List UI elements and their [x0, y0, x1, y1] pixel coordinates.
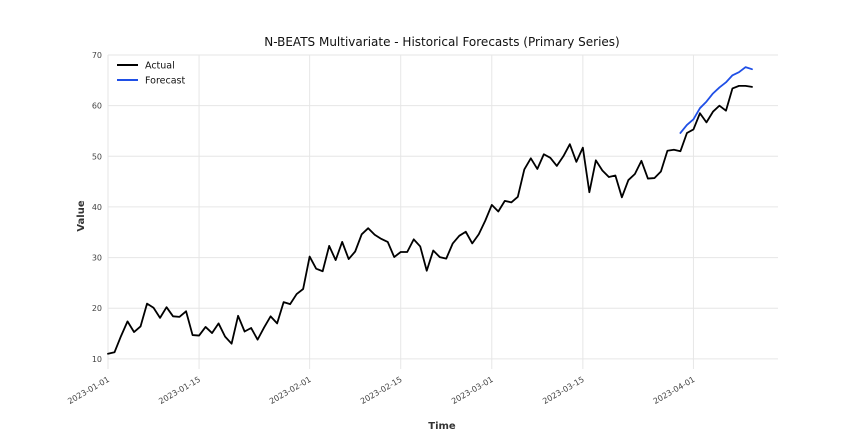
- x-axis-label: Time: [428, 421, 456, 432]
- y-axis-label: Value: [76, 200, 87, 231]
- chart-title: N-BEATS Multivariate - Historical Foreca…: [264, 35, 620, 49]
- y-tick-label: 20: [92, 304, 102, 313]
- x-tick-label: 2023-01-01: [66, 375, 111, 406]
- y-tick-label: 70: [92, 51, 102, 60]
- x-tick-label: 2023-04-01: [652, 375, 697, 406]
- y-tick-label: 30: [92, 254, 102, 263]
- series-line-forecast: [679, 66, 753, 134]
- x-tick-label: 2023-02-01: [268, 375, 313, 406]
- grid: [107, 54, 778, 369]
- y-tick-label: 50: [92, 152, 102, 161]
- series-line-actual: [107, 84, 753, 355]
- legend: Actual Forecast: [117, 61, 185, 87]
- x-tick-label: 2023-03-01: [450, 375, 495, 406]
- x-axis-ticks: 2023-01-01 2023-01-15 2023-02-01 2023-02-15…: [66, 375, 696, 406]
- y-tick-label: 10: [92, 355, 102, 364]
- x-tick-label: 2023-02-15: [359, 375, 404, 406]
- y-axis-ticks: 10 20 30 40 50 60 70: [92, 51, 102, 364]
- legend-label-forecast: Forecast: [145, 76, 185, 87]
- series-lines: [107, 66, 753, 355]
- y-tick-label: 60: [92, 102, 102, 111]
- x-tick-label: 2023-03-15: [541, 375, 586, 406]
- legend-label-actual: Actual: [145, 61, 175, 72]
- y-tick-label: 40: [92, 203, 102, 212]
- x-tick-label: 2023-01-15: [157, 375, 202, 406]
